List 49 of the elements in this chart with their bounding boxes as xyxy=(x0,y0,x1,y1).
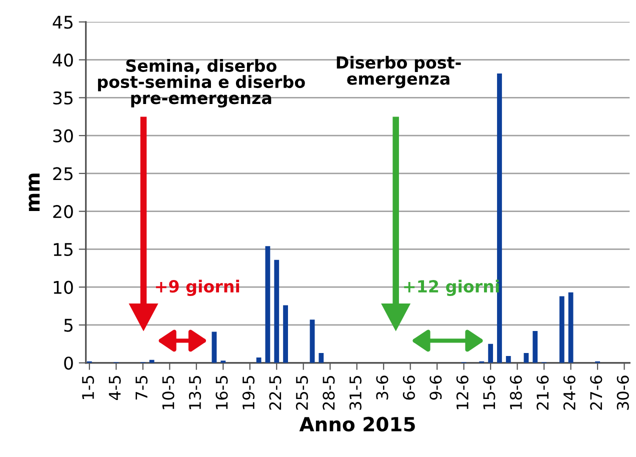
bar xyxy=(265,246,270,363)
x-tick-label: 28-5 xyxy=(322,376,335,410)
bar xyxy=(559,296,564,363)
bar xyxy=(274,260,280,363)
x-tick-label: 19-5 xyxy=(242,376,255,410)
y-tick-label: 25 xyxy=(53,167,73,180)
x-tick-label: 3-6 xyxy=(376,376,388,400)
bar xyxy=(497,73,502,363)
bar xyxy=(318,353,324,363)
y-tick-label: 20 xyxy=(53,205,73,218)
x-tick-label: 4-5 xyxy=(108,376,121,400)
x-tick-label: 21-6 xyxy=(536,376,549,410)
bar xyxy=(212,332,217,363)
y-tick-label: 15 xyxy=(54,243,73,256)
annotation: Diserbo post- emergenza xyxy=(336,56,461,88)
bar xyxy=(310,320,315,363)
bar xyxy=(532,331,538,363)
x-tick-label: 22-5 xyxy=(269,376,282,410)
y-tick-label: 30 xyxy=(53,129,73,142)
x-tick-label: 12-6 xyxy=(456,376,468,410)
x-tick-label: 7-5 xyxy=(136,376,148,400)
x-tick-label: 24-6 xyxy=(563,376,576,410)
x-tick-label: 30-6 xyxy=(616,376,629,410)
x-tick-label: 6-6 xyxy=(402,376,415,400)
bar xyxy=(256,358,262,363)
y-tick-label: 0 xyxy=(64,356,73,370)
x-tick-label: 13-5 xyxy=(188,376,202,410)
x-tick-label: 1-5 xyxy=(82,376,94,399)
bar xyxy=(568,292,574,363)
x-tick-label: 25-5 xyxy=(296,376,308,410)
y-tick-label: 5 xyxy=(64,318,73,332)
x-tick-label: 9-6 xyxy=(430,376,442,400)
annotation: Semina, diserbo post-semina e diserbo pre-emergenza xyxy=(98,59,305,108)
y-tick-label: 10 xyxy=(54,280,73,294)
bar xyxy=(283,305,288,363)
y-axis-title: mm xyxy=(28,174,40,212)
bar xyxy=(488,344,494,363)
x-tick-label: 27-6 xyxy=(590,376,602,410)
annotation: +9 giorni xyxy=(156,280,240,296)
x-tick-label: 10-5 xyxy=(162,376,174,410)
x-tick-label: 31-5 xyxy=(349,376,362,410)
x-axis-title: Anno 2015 xyxy=(299,416,415,432)
x-tick-label: 15-6 xyxy=(483,376,496,410)
y-tick-label: 35 xyxy=(53,91,73,105)
bar xyxy=(506,356,511,363)
y-tick-label: 45 xyxy=(52,16,73,29)
x-tick-label: 18-6 xyxy=(510,376,522,410)
y-tick-label: 40 xyxy=(52,54,73,67)
x-tick-label: 16-5 xyxy=(216,376,228,410)
